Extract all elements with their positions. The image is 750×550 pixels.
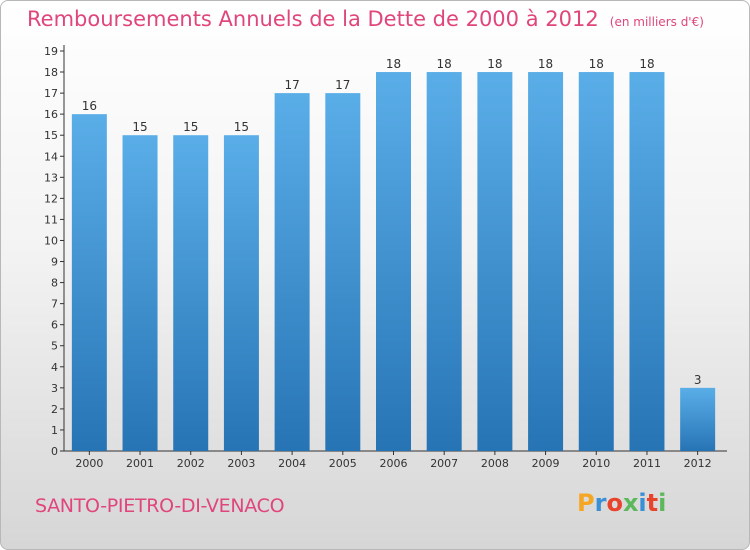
y-tick-label: 0 [51, 445, 58, 458]
y-tick-label: 1 [51, 424, 58, 437]
bar-value-label: 15 [132, 120, 147, 134]
logo-letter: i [658, 489, 667, 517]
x-tick-label: 2009 [532, 457, 560, 470]
x-tick-label: 2012 [684, 457, 712, 470]
bar-value-label: 18 [538, 57, 553, 71]
logo-letter: o [606, 489, 623, 517]
x-tick-label: 2004 [278, 457, 306, 470]
logo-letter: r [594, 489, 607, 517]
bar [680, 387, 716, 451]
x-tick-label: 2010 [582, 457, 610, 470]
bar-value-label: 15 [234, 120, 249, 134]
bar-value-label: 17 [284, 78, 299, 92]
y-tick-label: 3 [51, 382, 58, 395]
x-tick-label: 2008 [481, 457, 509, 470]
y-tick-label: 19 [44, 45, 58, 58]
bar-value-label: 15 [183, 120, 198, 134]
y-tick-label: 16 [44, 108, 58, 121]
commune-name: SANTO-PIETRO-DI-VENACO [35, 495, 285, 517]
y-tick-label: 10 [44, 234, 58, 247]
y-tick-label: 7 [51, 298, 58, 311]
y-tick-label: 8 [51, 277, 58, 290]
y-tick-label: 17 [44, 87, 58, 100]
chart-title-main: Remboursements Annuels de la Dette de 20… [27, 7, 599, 31]
x-tick-label: 2003 [227, 457, 255, 470]
y-tick-label: 5 [51, 340, 58, 353]
bar [223, 135, 259, 452]
x-tick-label: 2007 [430, 457, 458, 470]
bar [71, 114, 107, 451]
bar [274, 93, 310, 452]
y-tick-label: 6 [51, 319, 58, 332]
bar [122, 135, 158, 452]
chart-unit-note: (en milliers d'€) [609, 15, 704, 29]
x-tick-label: 2006 [380, 457, 408, 470]
y-tick-label: 18 [44, 66, 58, 79]
x-tick-label: 2002 [177, 457, 205, 470]
y-tick-label: 13 [44, 171, 58, 184]
y-tick-label: 2 [51, 403, 58, 416]
bar [173, 135, 209, 452]
logo-letter: x [622, 489, 639, 517]
bar-value-label: 18 [589, 57, 604, 71]
bar [477, 72, 513, 451]
bar-value-label: 18 [437, 57, 452, 71]
bar [629, 72, 665, 451]
y-tick-label: 11 [44, 213, 58, 226]
bar [376, 72, 411, 451]
logo-letter: t [646, 489, 659, 517]
bar-value-label: 18 [487, 57, 502, 71]
logo-letter: i [638, 489, 647, 517]
bar [426, 72, 462, 451]
y-tick-label: 15 [44, 129, 58, 142]
x-tick-label: 2011 [633, 457, 661, 470]
y-tick-label: 14 [44, 150, 58, 163]
bar [578, 72, 614, 451]
x-tick-label: 2000 [75, 457, 103, 470]
proxiti-logo: Proxiti [577, 489, 666, 517]
y-tick-label: 9 [51, 256, 58, 269]
x-tick-label: 2005 [329, 457, 357, 470]
bar-value-label: 18 [639, 57, 654, 71]
y-tick-label: 4 [51, 361, 58, 374]
bar [528, 72, 564, 451]
logo-letter: P [577, 489, 595, 517]
bar-value-label: 17 [335, 78, 350, 92]
bar-value-label: 18 [386, 57, 401, 71]
bar-value-label: 16 [82, 99, 97, 113]
y-tick-label: 12 [44, 192, 58, 205]
chart-title: Remboursements Annuels de la Dette de 20… [27, 7, 704, 31]
bar-value-label: 3 [694, 373, 702, 387]
bar [325, 93, 361, 452]
x-tick-label: 2001 [126, 457, 154, 470]
